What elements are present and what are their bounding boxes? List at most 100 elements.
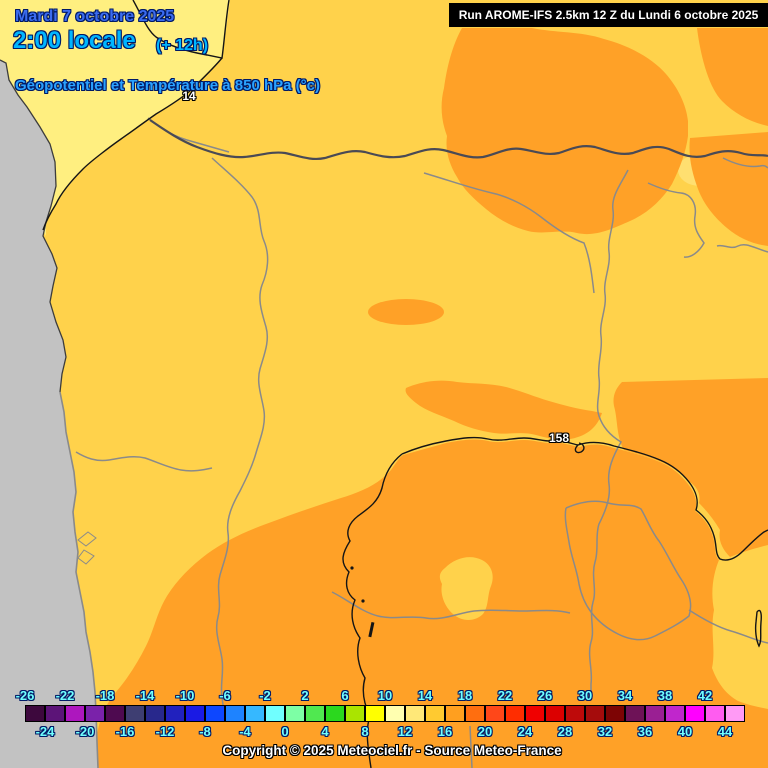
model-run-banner: Run AROME-IFS 2.5km 12 Z du Lundi 6 octo… [449, 3, 768, 27]
legend-tick-label: -18 [95, 688, 115, 703]
legend-cell [665, 705, 685, 722]
legend-tick-label: -12 [155, 724, 175, 739]
department-border [647, 182, 705, 258]
department-border [211, 157, 269, 706]
legend-cell [365, 705, 385, 722]
geopotential-158-contour [401, 436, 768, 561]
legend-cell [465, 705, 485, 722]
legend-tick-label: -14 [135, 688, 155, 703]
legend-cell [485, 705, 505, 722]
land-16c-patch [368, 299, 444, 325]
model-run-text: Run AROME-IFS 2.5km 12 Z du Lundi 6 octo… [458, 8, 759, 22]
sea-region [0, 60, 98, 768]
legend-tick-label: 18 [457, 688, 473, 703]
department-border [423, 172, 595, 294]
legend-tick-label: 20 [477, 724, 493, 739]
land-12c-region [0, 0, 230, 236]
legend-tick-label: -22 [55, 688, 75, 703]
legend-tick-label: -10 [175, 688, 195, 703]
legend-tick-label: 8 [361, 724, 369, 739]
legend-tick-label: 38 [657, 688, 673, 703]
contour-value-label: 158 [548, 431, 570, 445]
contour-value-label: 14 [182, 89, 196, 103]
legend-tick-label: 32 [597, 724, 613, 739]
legend-tick-label: 26 [537, 688, 553, 703]
islet [350, 566, 354, 570]
department-border [564, 500, 692, 641]
legend-tick-label: 16 [437, 724, 453, 739]
coastline-south [59, 391, 99, 768]
legend-tick-label: 10 [377, 688, 393, 703]
department-border [722, 157, 768, 169]
legend-cell [225, 705, 245, 722]
legend-tick-label: 2 [301, 688, 309, 703]
map-parameter-title: Géopotentiel et Température à 850 hPa (°… [15, 77, 320, 94]
copyright-notice: Copyright © 2025 Meteociel.fr - Source M… [222, 743, 562, 758]
land-16c-region-middle [405, 380, 602, 440]
legend-cell [45, 705, 65, 722]
department-border [331, 591, 571, 620]
land-16c-patch [534, 758, 562, 768]
legend-cell [585, 705, 605, 722]
legend-cell [565, 705, 585, 722]
land-16c-region-east [613, 378, 768, 557]
legend-cell [705, 705, 725, 722]
land-16c-region-top [441, 28, 688, 235]
department-border [588, 169, 629, 700]
legend-cell [165, 705, 185, 722]
legend-tick-label: 6 [341, 688, 349, 703]
legend-cell [305, 705, 325, 722]
legend-cell [545, 705, 565, 722]
legend-cell [145, 705, 165, 722]
legend-cell [125, 705, 145, 722]
legend-cell [625, 705, 645, 722]
legend-tick-label: -6 [219, 688, 231, 703]
legend-cell [105, 705, 125, 722]
legend-tick-label: 42 [697, 688, 713, 703]
legend-tick-label: -16 [115, 724, 135, 739]
legend-cell [25, 705, 45, 722]
land-16c-region-topright [697, 28, 768, 126]
legend-cell [185, 705, 205, 722]
forecast-hour-offset: (+ 12h) [156, 37, 209, 54]
forecast-date: Mardi 7 octobre 2025 [15, 8, 175, 25]
legend-cell [605, 705, 625, 722]
legend-tick-label: -2 [259, 688, 271, 703]
legend-tick-label: 0 [281, 724, 289, 739]
forecast-local-time: 2:00 locale [13, 27, 136, 54]
department-border [716, 243, 768, 253]
legend-cell [525, 705, 545, 722]
legend-tick-label: -4 [239, 724, 251, 739]
coastal-spit [77, 531, 97, 547]
legend-cell [685, 705, 705, 722]
legend-cell [345, 705, 365, 722]
legend-cell [405, 705, 425, 722]
legend-cell [285, 705, 305, 722]
legend-cell [425, 705, 445, 722]
legend-cell [205, 705, 225, 722]
legend-tick-label: 4 [321, 724, 329, 739]
legend-tick-label: 14 [417, 688, 433, 703]
legend-tick-label: 24 [517, 724, 533, 739]
legend-cell [445, 705, 465, 722]
department-border [469, 725, 473, 768]
department-border [688, 609, 768, 644]
legend-tick-label: -24 [35, 724, 55, 739]
legend-tick-label: 44 [717, 724, 733, 739]
legend-tick-label: -8 [199, 724, 211, 739]
legend-tick-label: -26 [15, 688, 35, 703]
legend-tick-label: 12 [397, 724, 413, 739]
legend-cell [65, 705, 85, 722]
legend-tick-label: 34 [617, 688, 633, 703]
isotherm-14-contour [132, 0, 230, 59]
legend-tick-label: 40 [677, 724, 693, 739]
legend-cell [245, 705, 265, 722]
islet [361, 599, 365, 603]
legend-tick-label: 28 [557, 724, 573, 739]
legend-cell [645, 705, 665, 722]
legend-cell [725, 705, 745, 722]
legend-cell [385, 705, 405, 722]
department-border [75, 451, 213, 472]
